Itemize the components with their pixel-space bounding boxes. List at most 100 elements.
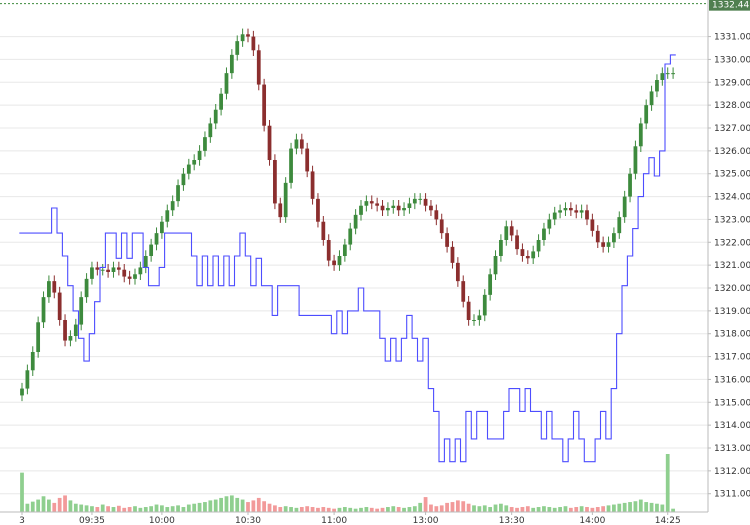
volume-bar — [240, 499, 245, 512]
candle-body — [73, 324, 78, 336]
volume-bar — [192, 503, 197, 512]
volume-bars — [20, 454, 675, 512]
volume-bar — [176, 505, 180, 512]
candle-body — [628, 173, 632, 197]
candle-body — [127, 276, 132, 279]
candle-body — [229, 54, 234, 74]
candle-body — [402, 208, 406, 211]
candle-body — [407, 203, 412, 208]
x-tick-label: 14:00 — [579, 516, 605, 525]
volume-bar — [170, 506, 175, 512]
y-tick-label: 1330.00 — [714, 55, 750, 65]
y-tick-label: 1324.00 — [714, 193, 750, 203]
candle-body — [208, 123, 213, 138]
volume-bar — [321, 507, 326, 512]
candle-body — [41, 297, 46, 323]
volume-bar — [353, 508, 358, 512]
volume-bar — [455, 500, 460, 512]
candle-body — [386, 208, 390, 211]
volume-bar — [450, 502, 455, 512]
volume-bar — [649, 502, 654, 512]
volume-bar — [542, 506, 546, 512]
candle-body — [20, 388, 24, 396]
candle-body — [251, 36, 256, 51]
volume-bar — [531, 507, 536, 512]
candle-body — [617, 217, 622, 234]
y-tick-label: 1314.00 — [714, 421, 750, 431]
candle-body — [149, 244, 154, 256]
candle-body — [585, 210, 589, 220]
volume-bar — [590, 507, 595, 512]
volume-bar — [251, 500, 256, 512]
candle-body — [429, 205, 433, 211]
y-tick-label: 1326.00 — [714, 147, 750, 157]
indicator-line — [19, 54, 676, 463]
volume-bar — [332, 508, 336, 512]
volume-bar — [138, 507, 143, 512]
y-tick-label: 1320.00 — [714, 284, 750, 294]
volume-bar — [633, 501, 638, 512]
volume-bar — [326, 507, 331, 512]
x-tick-label: 10:30 — [235, 516, 261, 525]
volume-bar — [477, 506, 482, 512]
volume-bar — [68, 500, 73, 512]
candle-body — [219, 93, 223, 110]
volume-bar — [122, 507, 127, 512]
volume-bar — [20, 472, 24, 512]
volume-bar — [203, 502, 207, 512]
candle-body — [186, 164, 191, 174]
volume-bar — [499, 503, 503, 512]
candle-body — [568, 208, 573, 211]
volume-bar — [418, 502, 423, 512]
x-tick-label: 09:35 — [79, 516, 105, 525]
candle-body — [644, 105, 649, 124]
candle-body — [122, 269, 127, 277]
x-axis-ticks: 3 09:35 10:00 10:30 11:00 13:00 13:30 14:00 14:2… — [19, 512, 681, 525]
candle-body — [47, 281, 51, 298]
candle-body — [192, 160, 197, 165]
candle-body — [316, 198, 320, 222]
candle-body — [213, 109, 218, 124]
candle-body — [482, 294, 487, 316]
volume-bar — [520, 507, 525, 512]
candle-body — [423, 198, 428, 206]
volume-bar — [294, 507, 299, 512]
x-tick-label: 13:30 — [499, 516, 525, 525]
volume-bar — [558, 507, 562, 512]
candle-body — [579, 210, 584, 213]
volume-bar — [342, 507, 347, 512]
candle-body — [391, 205, 396, 208]
volume-bar — [52, 502, 57, 512]
volume-bar — [283, 506, 288, 512]
volume-bar — [127, 507, 132, 512]
volume-bar — [116, 505, 121, 512]
candle-body — [590, 219, 595, 231]
y-tick-label: 1327.00 — [714, 124, 750, 134]
x-tick-label: 3 — [19, 516, 25, 525]
candle-body — [310, 171, 315, 199]
candle-body — [418, 198, 423, 200]
y-axis-ticks: 1311.00 1312.00 1313.00 1314.00 1315.00 1316.… — [708, 33, 750, 500]
candle-body — [369, 201, 374, 204]
volume-bar — [30, 501, 35, 512]
candle-body — [509, 226, 514, 236]
volume-bar — [671, 508, 675, 512]
volume-bar — [305, 506, 310, 512]
candle-body — [332, 260, 336, 266]
y-tick-label: 1329.00 — [714, 78, 750, 88]
candle-body — [348, 228, 353, 245]
volume-bar — [391, 506, 396, 512]
volume-bar — [601, 506, 606, 512]
candle-body — [353, 214, 358, 229]
candle-body — [273, 160, 277, 204]
volume-bar — [111, 507, 116, 512]
volume-bar — [525, 506, 530, 512]
candle-body — [68, 336, 73, 341]
candle-body — [95, 267, 100, 270]
volume-bar — [73, 503, 78, 512]
candle-body — [106, 269, 110, 272]
candle-body — [515, 235, 519, 250]
candle-body — [36, 322, 41, 352]
candle-body — [224, 73, 229, 94]
